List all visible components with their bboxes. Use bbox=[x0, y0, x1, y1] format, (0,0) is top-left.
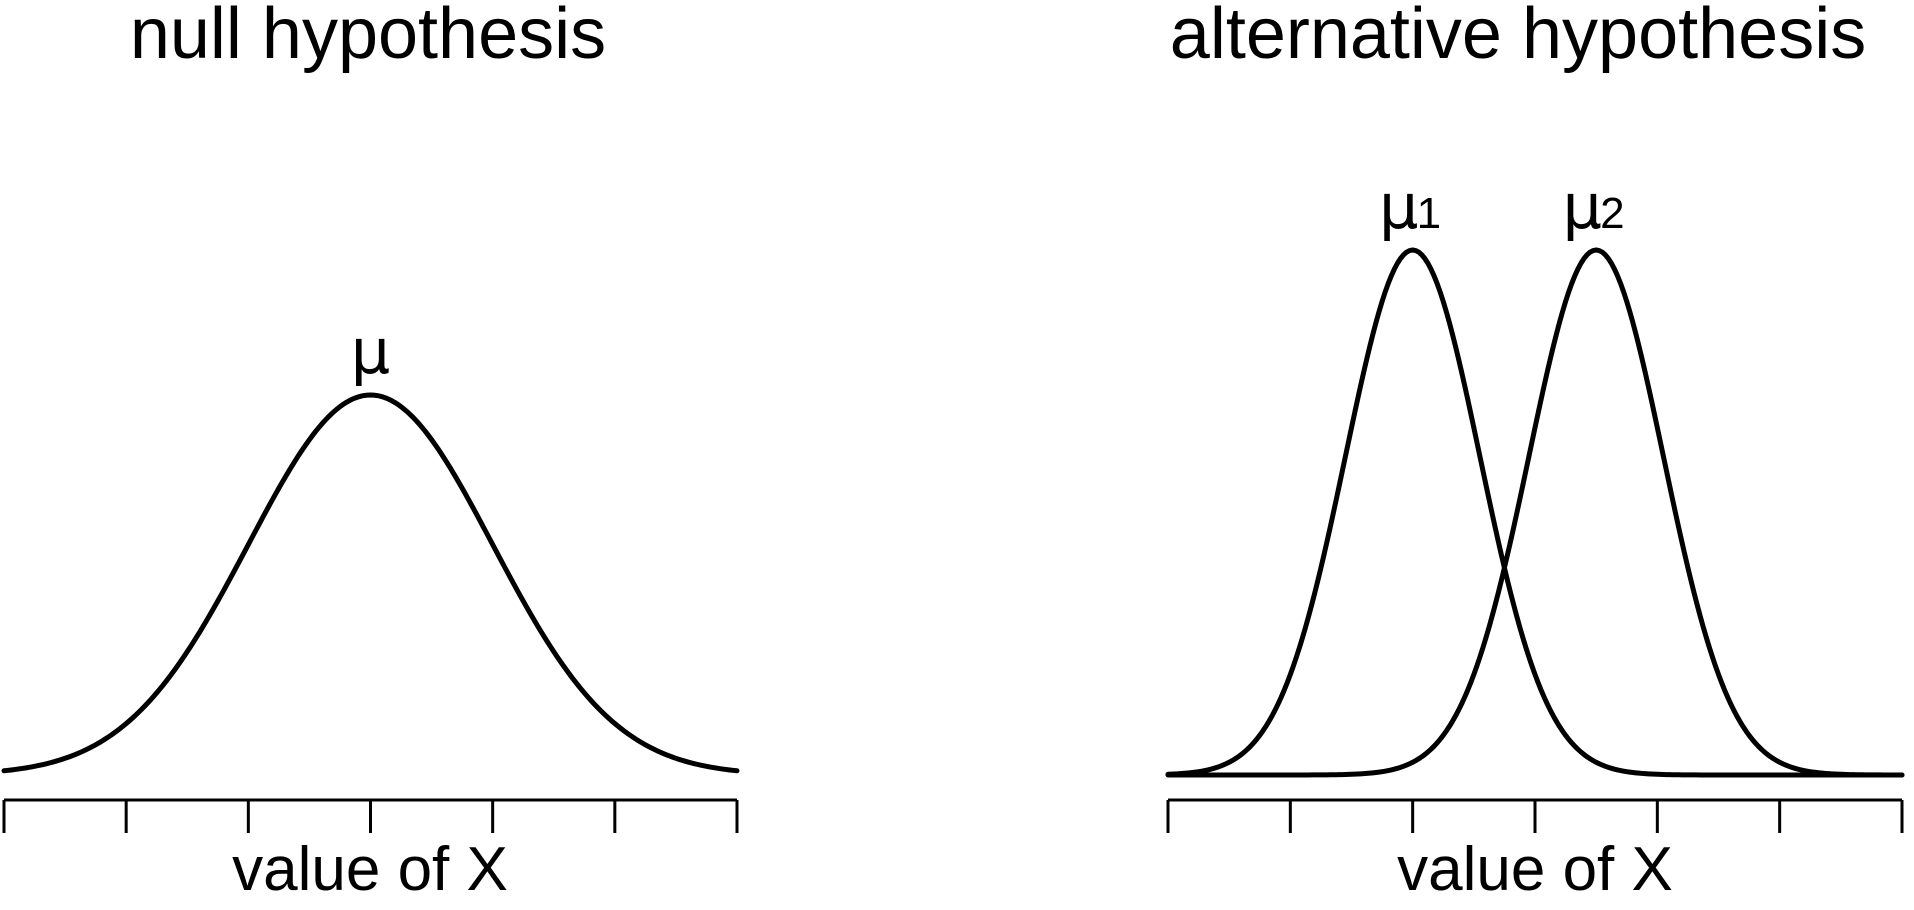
peak-labels: μ bbox=[351, 315, 390, 388]
x-axis-ticks bbox=[2, 800, 739, 833]
x-axis-label: value of X bbox=[232, 835, 508, 904]
density-curves bbox=[1165, 247, 1905, 778]
density-curve-2 bbox=[1165, 247, 1905, 778]
null-hypothesis-panel: null hypothesis μ value of X bbox=[1, 0, 740, 904]
peak-label-subscript-2: 2 bbox=[1600, 189, 1624, 238]
peak-labels: μ1 μ2 bbox=[1379, 170, 1625, 243]
peak-label-2: μ bbox=[1562, 170, 1601, 243]
peak-label-1: μ bbox=[1379, 170, 1418, 243]
alternative-hypothesis-panel: alternative hypothesis μ1 μ2 value of X bbox=[1165, 0, 1905, 904]
peak-label-subscript-1: 1 bbox=[1417, 189, 1441, 238]
x-axis-label: value of X bbox=[1397, 835, 1673, 904]
density-curves bbox=[1, 392, 740, 774]
peak-label-1: μ bbox=[351, 315, 390, 388]
density-curve-1 bbox=[1165, 247, 1905, 778]
panel-title: null hypothesis bbox=[130, 0, 606, 74]
x-axis-ticks bbox=[1166, 800, 1904, 833]
panel-title: alternative hypothesis bbox=[1170, 0, 1866, 74]
density-curve-1 bbox=[1, 392, 740, 774]
